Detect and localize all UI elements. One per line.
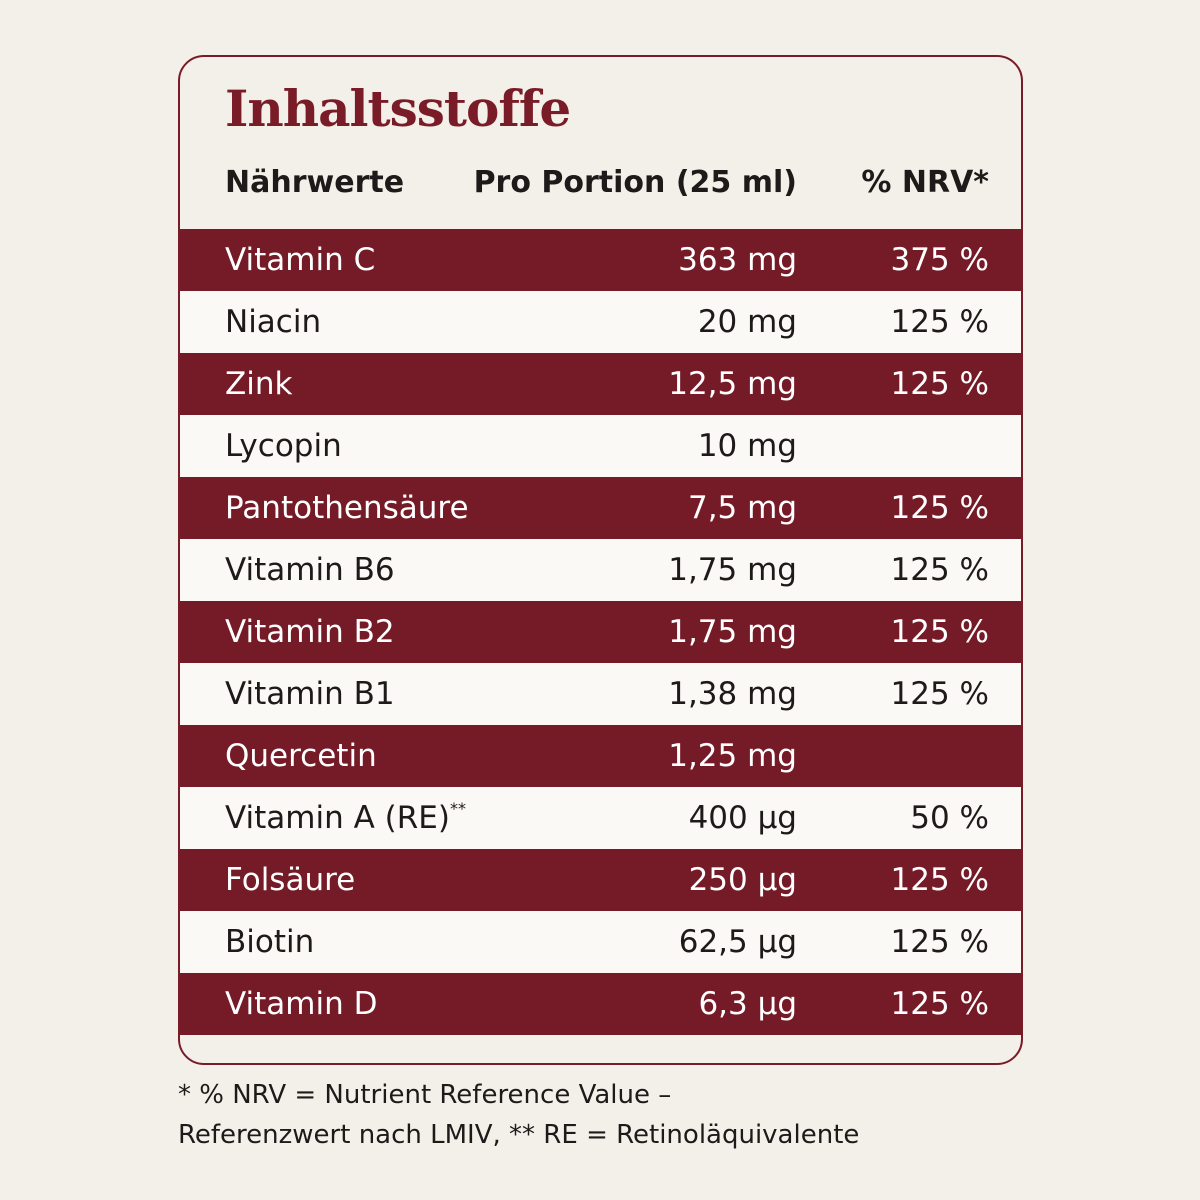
nutrient-nrv: 125 % — [890, 924, 989, 960]
nutrient-amount: 10 mg — [697, 428, 797, 464]
table-row: Vitamin B6 1,75 mg 125 % — [180, 539, 1021, 601]
table-row: Vitamin B2 1,75 mg 125 % — [180, 601, 1021, 663]
nutrient-name-text: Quercetin — [225, 738, 377, 774]
nutrient-name-text: Pantothensäure — [225, 490, 469, 526]
nutrient-name: Niacin — [225, 291, 321, 353]
table-row: Vitamin D 6,3 µg 125 % — [180, 973, 1021, 1035]
table-row: Quercetin 1,25 mg — [180, 725, 1021, 787]
nutrient-amount: 250 µg — [688, 862, 797, 898]
table-body: Vitamin C 363 mg 375 % Niacin 20 mg 125 % Zink… — [180, 229, 1021, 1035]
nutrient-name: Vitamin B6 — [225, 539, 395, 601]
nutrient-name: Vitamin B1 — [225, 663, 395, 725]
header-nrv: % NRV* — [861, 165, 989, 200]
nutrient-amount: 7,5 mg — [687, 490, 797, 526]
footnote-line-2: Referenzwert nach LMIV, ** RE = Retinolä… — [178, 1120, 860, 1150]
nutrient-name-text: Zink — [225, 366, 293, 402]
table-row: Biotin 62,5 µg 125 % — [180, 911, 1021, 973]
nutrient-name-text: Vitamin B2 — [225, 614, 395, 650]
nutrient-nrv: 125 % — [890, 986, 989, 1022]
nutrient-name: Vitamin B2 — [225, 601, 395, 663]
nutrient-name: Quercetin — [225, 725, 377, 787]
nutrient-nrv: 375 % — [890, 242, 989, 278]
nutrient-name: Vitamin C — [225, 229, 375, 291]
table-header: Nährwerte Pro Portion (25 ml) % NRV* — [180, 159, 1021, 209]
nutrient-name: Pantothensäure — [225, 477, 469, 539]
nutrient-name: Lycopin — [225, 415, 342, 477]
nutrient-nrv: 50 % — [910, 800, 989, 836]
nutrient-nrv: 125 % — [890, 490, 989, 526]
nutrient-nrv: 125 % — [890, 862, 989, 898]
nutrient-name: Folsäure — [225, 849, 355, 911]
nutrient-name: Vitamin A (RE)** — [225, 787, 466, 849]
footnote-marker: ** — [449, 799, 466, 818]
table-row: Vitamin A (RE)** 400 µg 50 % — [180, 787, 1021, 849]
nutrient-amount: 62,5 µg — [678, 924, 797, 960]
nutrient-name-text: Biotin — [225, 924, 315, 960]
nutrient-name-text: Vitamin B1 — [225, 676, 395, 712]
nutrient-name-text: Lycopin — [225, 428, 342, 464]
nutrient-amount: 1,25 mg — [668, 738, 797, 774]
nutrient-name-text: Vitamin A (RE) — [225, 800, 450, 836]
nutrient-name: Vitamin D — [225, 973, 377, 1035]
nutrient-amount: 12,5 mg — [668, 366, 797, 402]
nutrient-name-text: Vitamin B6 — [225, 552, 395, 588]
footnote: * % NRV = Nutrient Reference Value – Ref… — [178, 1075, 859, 1155]
nutrient-name: Biotin — [225, 911, 314, 973]
card-title: Inhaltsstoffe — [225, 79, 571, 138]
header-name: Nährwerte — [225, 165, 405, 200]
nutrient-name-text: Folsäure — [225, 862, 356, 898]
nutrient-amount: 20 mg — [697, 304, 797, 340]
table-row: Zink 12,5 mg 125 % — [180, 353, 1021, 415]
table-row: Niacin 20 mg 125 % — [180, 291, 1021, 353]
table-row: Folsäure 250 µg 125 % — [180, 849, 1021, 911]
nutrient-amount: 1,38 mg — [668, 676, 797, 712]
table-row: Vitamin C 363 mg 375 % — [180, 229, 1021, 291]
nutrient-amount: 400 µg — [688, 800, 797, 836]
nutrient-nrv: 125 % — [890, 552, 989, 588]
nutrient-amount: 1,75 mg — [668, 552, 797, 588]
nutrient-nrv: 125 % — [890, 614, 989, 650]
footnote-line-1: * % NRV = Nutrient Reference Value – — [178, 1080, 672, 1110]
table-row: Pantothensäure 7,5 mg 125 % — [180, 477, 1021, 539]
nutrient-name-text: Niacin — [225, 304, 322, 340]
nutrient-name: Zink — [225, 353, 292, 415]
nutrient-name-text: Vitamin C — [225, 242, 376, 278]
nutrient-nrv: 125 % — [890, 676, 989, 712]
nutrient-amount: 1,75 mg — [668, 614, 797, 650]
nutrient-amount: 6,3 µg — [698, 986, 797, 1022]
nutrient-name-text: Vitamin D — [225, 986, 378, 1022]
table-row: Lycopin 10 mg — [180, 415, 1021, 477]
header-amount: Pro Portion (25 ml) — [473, 165, 797, 200]
nutrient-nrv: 125 % — [890, 366, 989, 402]
nutrient-nrv: 125 % — [890, 304, 989, 340]
ingredients-card: Inhaltsstoffe Nährwerte Pro Portion (25 … — [178, 55, 1023, 1065]
table-row: Vitamin B1 1,38 mg 125 % — [180, 663, 1021, 725]
nutrient-amount: 363 mg — [678, 242, 797, 278]
